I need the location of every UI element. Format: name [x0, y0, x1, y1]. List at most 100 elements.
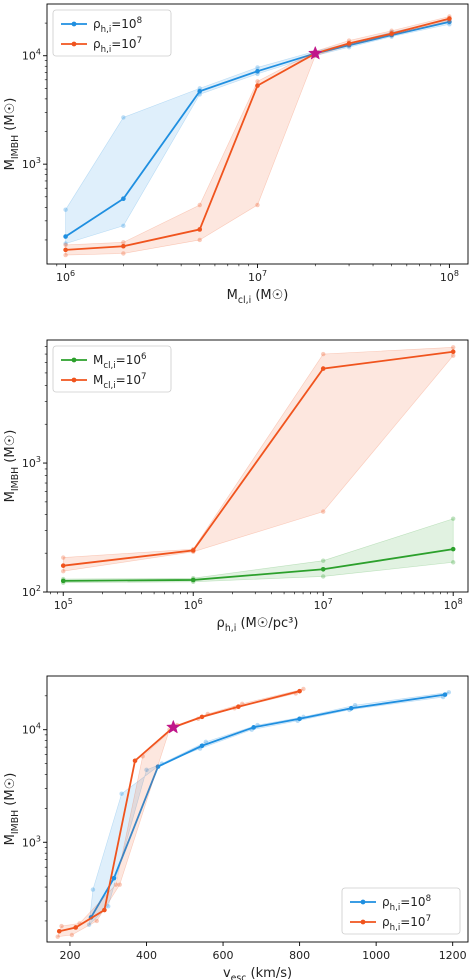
- y-axis-label: MIMBH (M☉): [3, 98, 21, 171]
- legend-label: ρh,i=108: [382, 894, 431, 913]
- band-point: [59, 923, 64, 929]
- band-point: [61, 568, 66, 574]
- data-point: [389, 31, 394, 36]
- x-axis-label: Mcl,i (M☉): [227, 288, 289, 306]
- series-line: [59, 690, 300, 933]
- data-point: [132, 758, 138, 764]
- band-point: [197, 237, 202, 243]
- legend-label: ρh,i=108: [93, 16, 142, 35]
- data-point: [197, 88, 203, 94]
- series-line: [63, 548, 454, 582]
- data-point: [236, 704, 241, 710]
- data-point: [320, 566, 326, 572]
- chart-panel-2: 105 106 107 108 102 103 ρh,i (M☉/pc³) MIMBH (M☉…: [3, 339, 469, 634]
- data-point: [190, 577, 196, 583]
- data-point: [447, 19, 452, 25]
- x-tick-label: 108: [444, 597, 463, 612]
- legend-marker: [71, 21, 77, 27]
- data-point: [255, 83, 260, 88]
- x-tick-label: 200: [59, 949, 80, 962]
- band-point: [121, 240, 126, 245]
- y-axis-label: MIMBH (M☉): [3, 773, 21, 846]
- band-point: [61, 555, 66, 560]
- band-point: [106, 904, 111, 909]
- band-point: [446, 690, 452, 695]
- band-point: [121, 223, 126, 229]
- band-point: [321, 351, 326, 357]
- axes-frame: [46, 339, 469, 593]
- x-tick-label: 108: [440, 269, 459, 284]
- data-point: [320, 366, 326, 371]
- band-point: [321, 574, 326, 579]
- x-tick-label: 107: [248, 269, 267, 284]
- data-point: [73, 925, 79, 930]
- band-point: [321, 558, 326, 563]
- band-point: [117, 882, 122, 887]
- x-tick-label: 400: [136, 949, 157, 962]
- band-point: [94, 918, 99, 924]
- x-tick-label: 106: [184, 597, 203, 612]
- data-point: [155, 764, 161, 769]
- data-point: [450, 349, 456, 355]
- legend-marker: [71, 41, 77, 47]
- data-point: [121, 243, 126, 249]
- series-line: [65, 21, 450, 238]
- band-point: [90, 887, 96, 892]
- legend-marker: [71, 377, 77, 383]
- band-point: [119, 791, 124, 796]
- data-point: [199, 714, 205, 720]
- band-point: [450, 560, 456, 565]
- data-point: [346, 41, 352, 46]
- band-point: [55, 934, 60, 939]
- band-point: [69, 932, 75, 938]
- band-point: [121, 251, 126, 256]
- data-point: [56, 928, 62, 934]
- band-point: [450, 345, 456, 350]
- data-point: [442, 692, 448, 697]
- band-point: [255, 79, 260, 84]
- band-point: [63, 241, 68, 246]
- y-tick-label: 102: [22, 584, 41, 599]
- band-point: [121, 115, 126, 120]
- data-point: [297, 716, 302, 722]
- data-point: [297, 688, 302, 694]
- legend-label: Mcl,i=107: [93, 372, 146, 391]
- x-tick-label: 1000: [362, 949, 390, 962]
- star-marker: [307, 45, 323, 60]
- data-point: [251, 725, 256, 730]
- band-point: [203, 739, 209, 745]
- uncertainty-band: [57, 688, 304, 938]
- uncertainty-band: [62, 518, 454, 584]
- x-tick-label: 800: [289, 949, 310, 962]
- axes-frame: [46, 675, 469, 943]
- data-point: [60, 578, 66, 584]
- data-point: [197, 227, 203, 232]
- legend-label: Mcl,i=106: [93, 352, 146, 371]
- band-point: [255, 65, 260, 70]
- y-tick-label: 103: [22, 156, 41, 171]
- band-point: [63, 242, 68, 248]
- data-point: [450, 546, 456, 552]
- y-tick-label: 103: [22, 834, 41, 849]
- y-tick-label: 104: [22, 722, 41, 737]
- series-line: [63, 350, 454, 567]
- x-axis-label: ρh,i (M☉/pc³): [217, 616, 299, 634]
- band-point: [63, 252, 68, 258]
- band-point: [450, 353, 456, 358]
- chart-panel-3: 200 400 600 800 1000 1200 103 104 vesc (km/s) MIM…: [3, 675, 469, 980]
- band-point: [197, 202, 202, 208]
- legend-marker: [360, 919, 366, 925]
- data-point: [447, 16, 452, 21]
- series-line: [65, 17, 450, 251]
- data-point: [111, 875, 117, 881]
- x-tick-label: 600: [213, 949, 234, 962]
- legend-label: ρh,i=107: [93, 36, 142, 55]
- band-point: [255, 202, 260, 208]
- band-point: [86, 922, 92, 927]
- band-point: [352, 703, 358, 708]
- data-point: [255, 68, 260, 74]
- data-point: [63, 234, 68, 239]
- data-point: [348, 705, 354, 711]
